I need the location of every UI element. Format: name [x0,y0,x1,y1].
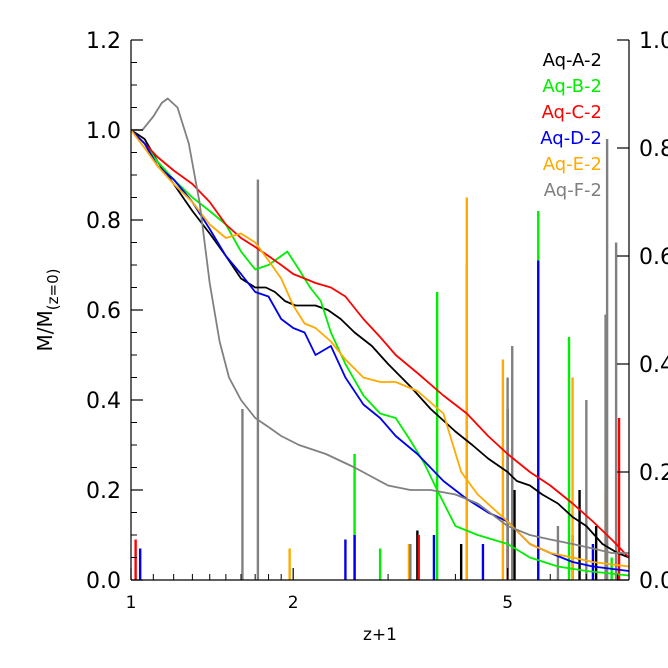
legend-entry-Aq-E-2: Aq-E-2 [543,154,602,175]
y2-tick-label-3: 0.6 [639,245,668,270]
y-axis-label-main: M/M [33,310,57,351]
line-Aq-C-2 [131,129,629,559]
y-tick-label-1: 0.2 [86,479,121,504]
y-tick-label-5: 1.0 [86,119,121,144]
y-axis-label: M/M(z=0) [33,269,62,352]
series-Aq-F-2 [241,139,618,580]
y2-tick-label-1: 0.2 [639,461,668,486]
series-layer [131,97,629,580]
y2-tick-label-0: 0.0 [639,569,668,594]
y-tick-label-4: 0.8 [86,209,121,234]
y-tick-label-2: 0.4 [86,389,121,414]
x-tick-label-0: 1 [126,593,137,613]
line-Aq-F-2 [131,97,629,554]
x-tick-label-1: 2 [288,593,299,613]
y2-tick-label-5: 1.0 [639,29,668,54]
legend-entry-Aq-F-2: Aq-F-2 [544,180,602,201]
y-tick-label-3: 0.6 [86,299,121,324]
legend: Aq-A-2 Aq-B-2 Aq-C-2 Aq-D-2 Aq-E-2 Aq-F-2 [540,50,602,201]
series-Aq-C-2 [134,418,621,580]
y2-tick-label-2: 0.4 [639,353,668,378]
legend-entry-Aq-D-2: Aq-D-2 [540,128,602,149]
line-Aq-B-2 [131,129,629,577]
series-Aq-E-2 [288,197,607,580]
axes-layer: 0.0 0.2 0.4 0.6 0.8 1.0 1.2 0.0 0.2 0.4 0.6 0.8 1.0 1… [86,29,668,613]
y-tick-label-6: 1.2 [86,29,121,54]
legend-entry-Aq-B-2: Aq-B-2 [542,76,602,97]
y-tick-label-0: 0.0 [86,569,121,594]
legend-entry-Aq-A-2: Aq-A-2 [543,50,602,71]
legend-entry-Aq-C-2: Aq-C-2 [542,102,602,123]
x-tick-label-2: 5 [502,593,513,613]
x-axis-label: z+1 [363,625,397,645]
y-axis-label-subscript: (z=0) [44,269,62,311]
y2-tick-label-4: 0.8 [639,137,668,162]
